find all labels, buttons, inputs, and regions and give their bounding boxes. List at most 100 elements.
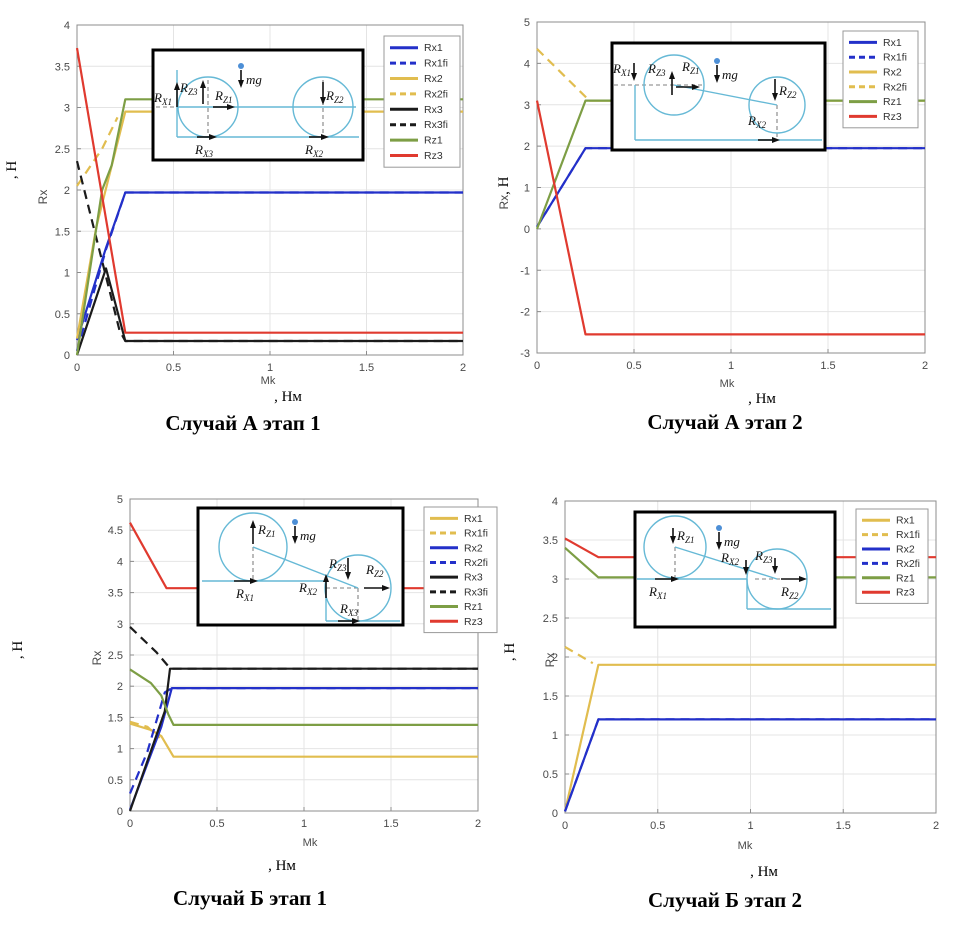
legend-label: Rx2fi	[896, 558, 920, 570]
inset-force-label: RX1	[153, 90, 172, 107]
y-tick-label: 2	[117, 681, 123, 693]
x-tick-label: 1.5	[836, 820, 851, 832]
y-tick-label: 4	[552, 496, 558, 508]
inset-force-label: mg	[724, 534, 740, 549]
x-axis-label: Mk	[720, 378, 735, 390]
legend-label: Rx2	[464, 542, 483, 554]
legend-label: Rz1	[883, 96, 902, 108]
inset-force-label: RZ2	[778, 83, 797, 100]
y-tick-label: 4	[117, 556, 123, 568]
x-tick-label: 1	[267, 362, 273, 374]
inset-force-label: RX1	[648, 584, 667, 601]
x-tick-label: 1	[747, 820, 753, 832]
inset-force-label: RZ2	[325, 88, 344, 105]
x-tick-label: 0	[562, 820, 568, 832]
inset-surface-line	[673, 84, 778, 106]
x-tick-label: 0.5	[166, 362, 181, 374]
force-arrow-head	[238, 80, 244, 88]
series-rx2fi	[128, 686, 478, 794]
inset-force-label: RX3	[194, 142, 213, 159]
series-rx3fi	[75, 160, 463, 343]
force-arrow-head	[200, 80, 206, 88]
series-rx2fi	[76, 116, 119, 187]
force-arrow-head	[631, 73, 637, 81]
x-tick-label: 1.5	[359, 362, 374, 374]
inset-force-label: mg	[246, 72, 262, 87]
x-axis-unit: , Нм	[274, 389, 302, 405]
y-tick-label: 1	[552, 730, 558, 742]
caption-case-b-stage-1: Случай Б этап 1	[173, 886, 327, 910]
inset-force-label: mg	[722, 67, 738, 82]
force-arrow-head	[772, 566, 778, 574]
inset-diagram: RX1 RZ3 RZ1 RZ2 RX2 mg	[610, 41, 827, 152]
caption-case-a-stage-2: Случай А этап 2	[647, 410, 803, 434]
x-tick-label: 1.5	[383, 818, 398, 830]
y-axis-unit: , Н	[502, 643, 518, 662]
y-tick-label: 0.5	[543, 769, 558, 781]
x-axis-label: Mk	[303, 837, 318, 849]
inset-force-label: RZ3	[179, 80, 198, 97]
y-tick-label: 3.5	[543, 535, 558, 547]
inset-force-label: RZ3	[754, 548, 773, 565]
inset-force-label: RZ1	[676, 528, 694, 545]
inset-force-label: RX2	[747, 113, 766, 130]
y-tick-label: 2	[524, 141, 530, 153]
series-rx1	[563, 663, 936, 812]
legend-label: Rx2	[896, 544, 915, 556]
inset-force-label: RZ1	[681, 59, 699, 76]
force-arrow-head	[692, 84, 700, 90]
inset-roller-circle	[748, 76, 806, 134]
inset-force-label: RZ1	[257, 522, 275, 539]
inset-force-label: RZ2	[365, 562, 384, 579]
x-tick-label: 2	[460, 362, 466, 374]
y-axis-label: Rx	[543, 653, 557, 668]
y-tick-label: 4	[64, 20, 70, 32]
legend-label: Rx1fi	[883, 52, 907, 64]
legend-label: Rx2fi	[883, 81, 907, 93]
force-arrow-head	[743, 567, 749, 575]
inset-box	[151, 48, 365, 162]
legend: Rx1 Rx1fi Rx2 Rx2fi Rz1 Rz3	[855, 508, 929, 604]
legend-box	[423, 506, 498, 634]
legend-label: Rz3	[896, 587, 915, 599]
legend-label: Rx1	[896, 515, 915, 527]
y-tick-label: 4.5	[108, 525, 123, 537]
force-arrow-head	[382, 585, 390, 591]
legend-label: Rx1fi	[424, 58, 448, 70]
y-tick-label: 3	[524, 100, 530, 112]
legend-label: Rx1fi	[896, 529, 920, 541]
x-tick-label: 0	[534, 360, 540, 372]
caption-case-b-stage-2: Случай Б этап 2	[648, 888, 802, 912]
force-arrow-head	[669, 71, 675, 79]
force-arrow-head	[292, 536, 298, 544]
y-tick-label: 1.5	[108, 712, 123, 724]
y-axis-label: Rx	[36, 190, 50, 205]
series-rz3	[75, 47, 463, 334]
y-tick-label: 2	[64, 185, 70, 197]
y-axis-unit: , Н	[4, 161, 20, 180]
legend-label: Rz1	[896, 572, 915, 584]
series-rz1	[129, 668, 478, 727]
legend-label: Rz1	[424, 135, 443, 147]
y-axis-unit: , Н	[10, 641, 26, 660]
force-arrow-head	[320, 97, 326, 105]
legend-label: Rz3	[424, 150, 443, 162]
x-tick-label: 0	[74, 362, 80, 374]
force-arrow-head	[250, 578, 258, 584]
x-tick-label: 1.5	[820, 360, 835, 372]
force-arrow-head	[227, 104, 235, 110]
y-tick-label: 3	[117, 619, 123, 631]
legend: Rx1 Rx1fi Rx2 Rx2fi Rz1 Rz3	[842, 30, 919, 129]
x-axis-unit: , Нм	[750, 864, 778, 880]
inset-force-label: RZ2	[780, 584, 799, 601]
legend: Rx1 Rx1fi Rx2 Rx2fi Rx3 Rx3fi Rz1 Rz3	[383, 35, 461, 168]
force-arrow-head	[323, 574, 329, 582]
legend-label: Rx1fi	[464, 528, 488, 540]
legend-label: Rz1	[464, 601, 483, 613]
force-arrow-head	[799, 576, 807, 582]
legend-label: Rx3	[424, 104, 443, 116]
legend-label: Rx2	[424, 73, 443, 85]
series-rx2	[563, 718, 936, 812]
caption-case-a-stage-1: Случай А этап 1	[165, 411, 321, 435]
legend-label: Rx3fi	[424, 119, 448, 131]
